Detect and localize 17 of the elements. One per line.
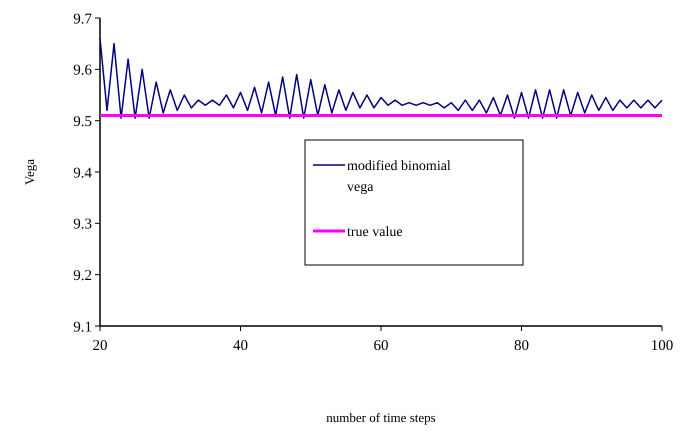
x-tick-label: 20 <box>92 338 108 354</box>
y-tick-label: 9.6 <box>73 62 92 79</box>
line-series <box>99 38 663 119</box>
y-tick-label: 9.7 <box>73 11 92 28</box>
x-axis-title: number of time steps <box>326 410 436 425</box>
y-tick-label: 9.5 <box>73 114 92 130</box>
x-tick-label: 40 <box>233 338 248 354</box>
y-tick-label: 9.3 <box>73 216 92 233</box>
y-tick-label: 9.4 <box>73 165 92 182</box>
x-tick-label: 60 <box>374 338 388 354</box>
x-tick-label: 80 <box>514 338 529 354</box>
legend-label: modified binomial vega <box>347 158 451 195</box>
y-tick-label: 9.2 <box>73 268 92 284</box>
x-tick-label: 100 <box>650 338 674 354</box>
legend-label: true value <box>347 224 403 240</box>
y-axis-title: Vega <box>22 158 37 185</box>
y-tick-label: 9.1 <box>73 319 92 336</box>
